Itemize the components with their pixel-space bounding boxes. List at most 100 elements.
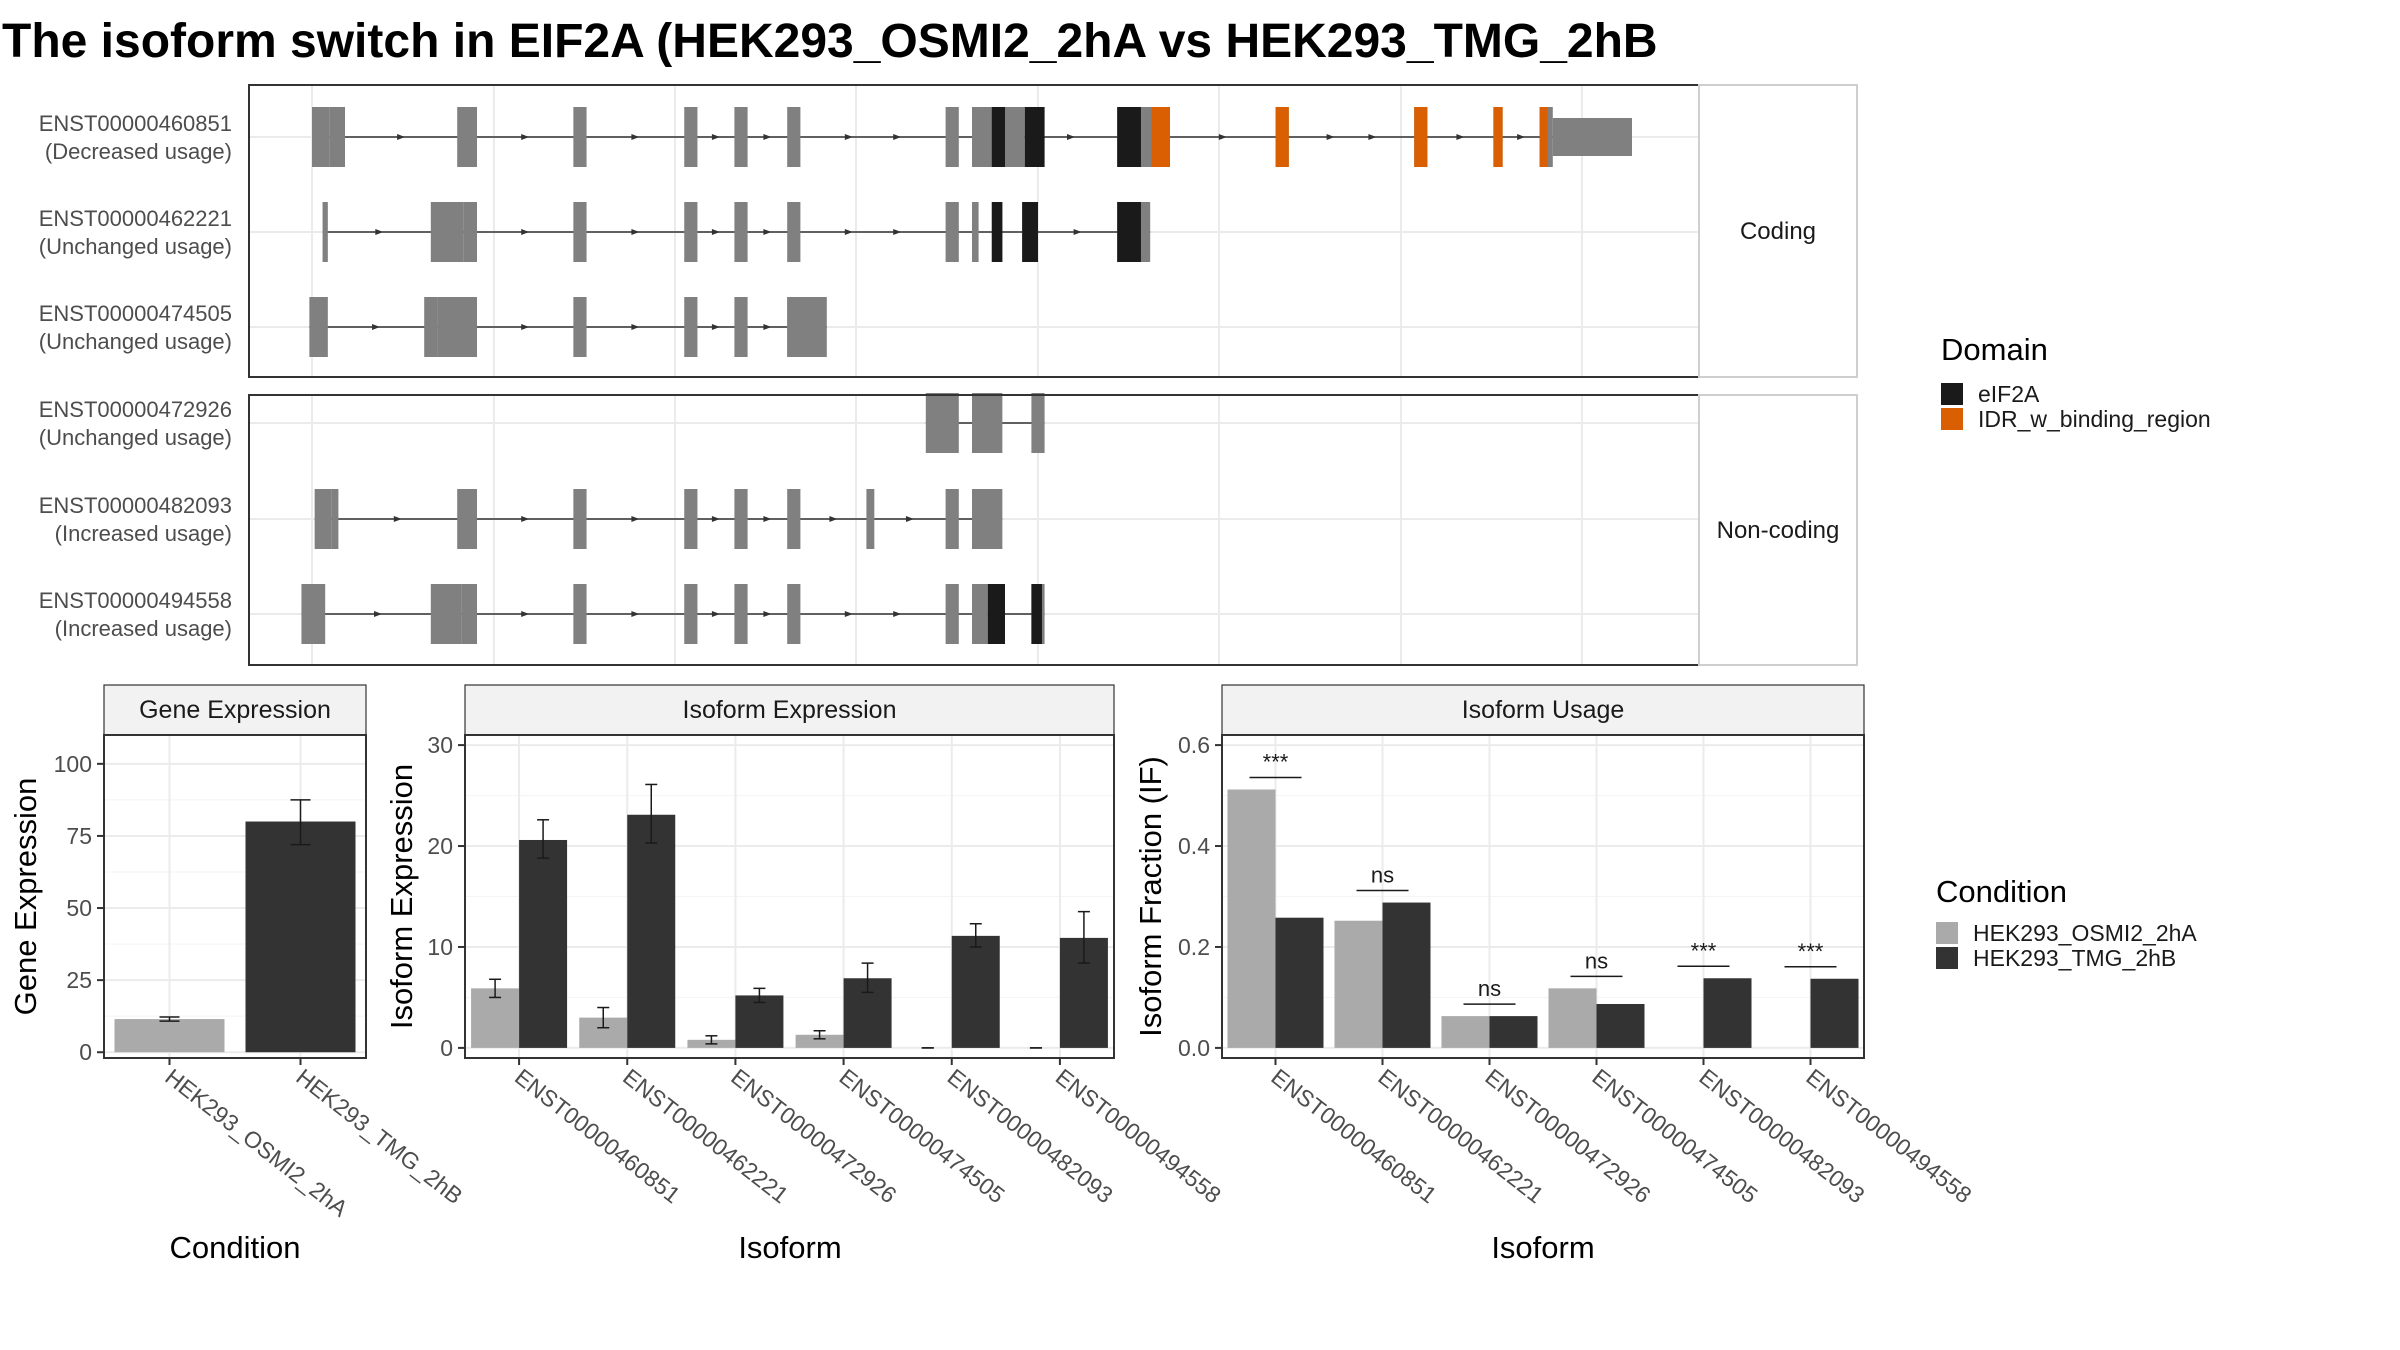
intron-arrow-icon: [1517, 134, 1526, 140]
intron-arrow-icon: [1067, 134, 1075, 140]
intron-arrow-icon: [711, 229, 720, 235]
transcript-usage-label: (Increased usage): [55, 616, 232, 641]
x-axis-title: Isoform: [1491, 1230, 1594, 1265]
y-tick-label: 25: [66, 967, 92, 993]
domain-legend-label: IDR_w_binding_region: [1978, 406, 2211, 432]
intron-arrow-icon: [893, 134, 902, 140]
y-tick-label: 0.0: [1178, 1035, 1210, 1061]
exon: [457, 489, 477, 549]
intron-arrow-icon: [1456, 134, 1465, 140]
y-tick-label: 100: [54, 751, 92, 777]
y-tick-label: 0.6: [1178, 732, 1210, 758]
error-bar: [705, 1035, 718, 1045]
transcript-structure-panel: ENST00000460851(Decreased usage)ENST0000…: [39, 84, 1858, 666]
exon: [945, 107, 959, 167]
bar-panel-1: Isoform Expression0102030ENST00000460851…: [384, 684, 1226, 1265]
intron-arrow-icon: [375, 229, 384, 235]
domain-eIF2A: [991, 107, 1005, 167]
significance-label: ***: [1691, 938, 1717, 963]
y-axis-title: Gene Expression: [8, 778, 43, 1016]
bar-cond-a: [1441, 1016, 1490, 1048]
exon: [787, 202, 801, 262]
panel-title: Isoform Expression: [683, 696, 897, 724]
error-bar: [645, 783, 658, 844]
intron-arrow-icon: [393, 516, 402, 522]
exon: [463, 202, 477, 262]
exon: [437, 297, 477, 357]
y-tick-label: 20: [427, 833, 453, 859]
bar-cond-b: [1596, 1003, 1645, 1048]
exon: [322, 202, 328, 262]
transcript-id-label: ENST00000482093: [39, 493, 232, 518]
domain-eIF2A: [1117, 107, 1141, 167]
y-tick-label: 10: [427, 934, 453, 960]
error-bar: [861, 962, 874, 994]
intron-arrow-icon: [711, 324, 720, 330]
error-bar: [489, 978, 502, 999]
intron-arrow-icon: [1218, 134, 1227, 140]
bar-cond-b: [519, 839, 568, 1048]
exon: [787, 107, 801, 167]
error-bar: [290, 799, 311, 846]
exon: [314, 489, 332, 549]
exon: [972, 202, 979, 262]
y-tick-label: 0.2: [1178, 934, 1210, 960]
exon: [787, 297, 827, 357]
domain-eIF2A: [1117, 202, 1141, 262]
exon: [734, 107, 748, 167]
exon: [461, 584, 477, 644]
error-bar: [597, 1006, 610, 1029]
domain-IDR_w_binding_region: [1539, 107, 1548, 167]
condition-legend-title: Condition: [1936, 874, 2067, 909]
error-bar: [813, 1029, 826, 1040]
bar-cond-b: [1703, 978, 1752, 1048]
bar-cond-a: [471, 988, 520, 1048]
intron-arrow-icon: [844, 229, 853, 235]
domain-eIF2A: [1024, 107, 1045, 167]
facet-strip: [1698, 394, 1858, 666]
exon: [945, 489, 959, 549]
exon: [573, 489, 587, 549]
intron-arrow-icon: [521, 611, 530, 617]
bar-cond-b: [1382, 902, 1431, 1048]
panel-strip: [1221, 684, 1865, 736]
condition-legend-label: HEK293_TMG_2hB: [1973, 945, 2176, 971]
bar-cond-a: [795, 1034, 844, 1048]
intron-arrow-icon: [631, 324, 640, 330]
transcript-usage-label: (Unchanged usage): [39, 329, 232, 354]
structure-facet-0: ENST00000460851(Decreased usage)ENST0000…: [39, 84, 1858, 378]
domain-IDR_w_binding_region: [1414, 107, 1428, 167]
condition-legend-key: [1936, 947, 1958, 969]
domain-eIF2A: [991, 202, 1003, 262]
intron-arrow-icon: [372, 324, 381, 330]
figure-title: The isoform switch in EIF2A (HEK293_OSMI…: [2, 15, 1658, 68]
y-tick-label: 0: [440, 1035, 453, 1061]
exon: [734, 202, 748, 262]
y-axis-title: Isoform Fraction (IF): [1133, 756, 1168, 1037]
exon: [972, 489, 1003, 549]
exon: [945, 584, 959, 644]
intron-arrow-icon: [374, 611, 382, 617]
intron-arrow-icon: [521, 134, 530, 140]
domain-eIF2A: [1031, 584, 1042, 644]
exon: [866, 489, 875, 549]
exon: [457, 107, 477, 167]
intron-arrow-icon: [711, 516, 720, 522]
error-bar: [969, 923, 982, 948]
transcript-id-label: ENST00000474505: [39, 301, 232, 326]
transcript-ENST00000474505: ENST00000474505 (Unchanged usage): [39, 297, 827, 357]
facet-strip-label: Non-coding: [1717, 517, 1840, 544]
intron-arrow-icon: [763, 324, 772, 330]
intron-arrow-icon: [397, 134, 406, 140]
y-tick-label: 50: [66, 895, 92, 921]
condition-legend-label: HEK293_OSMI2_2hA: [1973, 920, 2197, 946]
bar-cond-b: [627, 814, 676, 1048]
significance-label: ***: [1263, 750, 1289, 775]
intron-arrow-icon: [905, 516, 914, 522]
intron-arrow-icon: [893, 229, 902, 235]
panel-border: [1221, 734, 1865, 1059]
exon: [430, 202, 464, 262]
facet-strip-label: Coding: [1740, 218, 1816, 245]
